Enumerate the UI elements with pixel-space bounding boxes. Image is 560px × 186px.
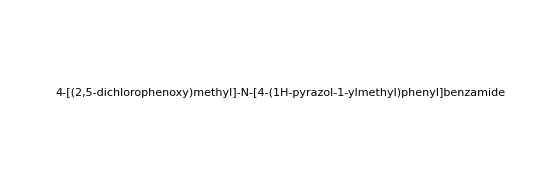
Text: 4-[(2,5-dichlorophenoxy)methyl]-N-[4-(1H-pyrazol-1-ylmethyl)phenyl]benzamide: 4-[(2,5-dichlorophenoxy)methyl]-N-[4-(1H…: [55, 88, 505, 98]
